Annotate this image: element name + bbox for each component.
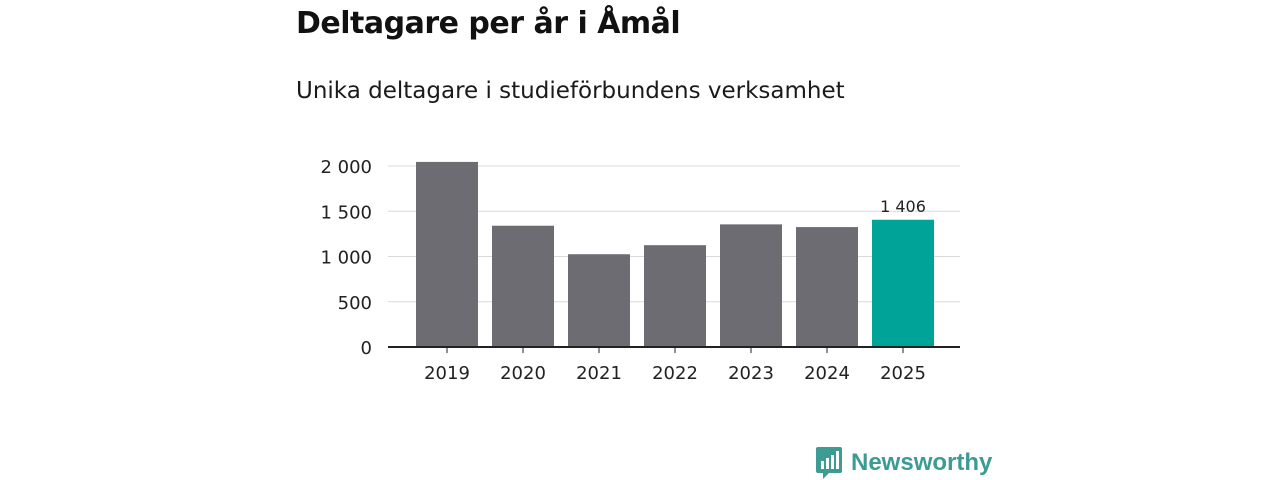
y-tick-label: 500 (338, 293, 372, 314)
bar-2022 (644, 245, 706, 347)
data-label: 1 406 (880, 197, 926, 216)
y-tick-label: 2 000 (320, 157, 372, 178)
x-tick-label: 2025 (880, 363, 926, 384)
x-tick-label: 2019 (424, 363, 470, 384)
x-tick-label: 2020 (500, 363, 546, 384)
bar-2019 (416, 161, 478, 347)
bar-2025 (872, 219, 934, 347)
axes (388, 346, 960, 353)
newsworthy-logo: Newsworthy (815, 446, 992, 480)
chart-subtitle: Unika deltagare i studieförbundens verks… (296, 78, 845, 104)
bar-2021 (568, 254, 630, 347)
x-tick-label: 2022 (652, 363, 698, 384)
bar-chart-speech-bubble-icon (816, 447, 842, 479)
y-tick-label: 1 500 (320, 202, 372, 223)
x-tick-label: 2023 (728, 363, 774, 384)
x-tick-label: 2024 (804, 363, 850, 384)
bars (416, 161, 934, 347)
bar-2023 (720, 224, 782, 347)
y-tick-label: 0 (361, 338, 372, 359)
brand-name: Newsworthy (851, 449, 993, 476)
bar-2024 (796, 227, 858, 347)
chart-title: Deltagare per år i Åmål (296, 6, 681, 41)
y-tick-label: 1 000 (320, 248, 372, 269)
labels: 0 500 1 000 1 500 2 000 2019 2020 2021 2022 2023 2… (320, 157, 925, 384)
bar-2020 (492, 225, 554, 347)
x-tick-label: 2021 (576, 363, 622, 384)
